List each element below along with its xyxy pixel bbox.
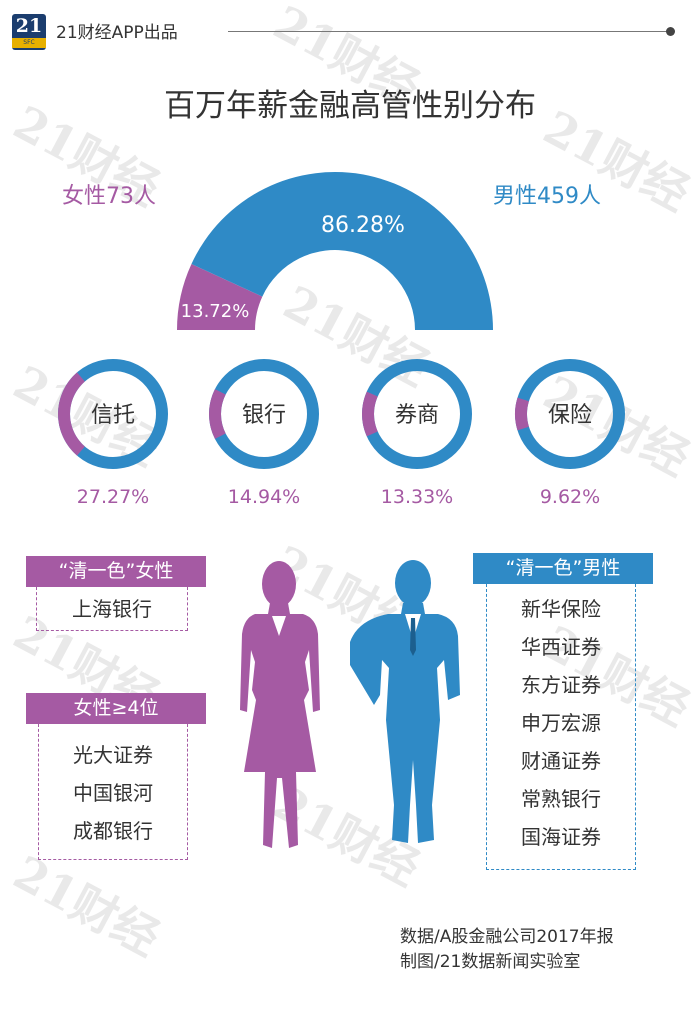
source-data: 数据/A股金融公司2017年报 (400, 927, 614, 947)
all-male-title: “清一色”男性 (473, 553, 653, 584)
list-item: 财通证券 (521, 749, 601, 773)
header-divider-dot (666, 27, 675, 36)
logo-number: 21 (15, 15, 43, 37)
source-credit: 制图/21数据新闻实验室 (400, 952, 581, 972)
female-ge4-list: 光大证券 中国银河 成都银行 (38, 724, 188, 860)
source-note: 数据/A股金融公司2017年报 制图/21数据新闻实验室 (400, 925, 614, 975)
half-donut-female-slice (177, 263, 263, 330)
list-item: 常熟银行 (521, 787, 601, 811)
list-item: 东方证券 (521, 673, 601, 697)
header-divider (228, 31, 670, 32)
list-item: 新华保险 (521, 597, 601, 621)
list-item: 华西证券 (521, 635, 601, 659)
logo: 21 SFC (12, 14, 46, 50)
female-ge4-title: 女性≥4位 (26, 693, 206, 724)
donut-category-label: 券商 (395, 403, 439, 428)
donut-female-slice (361, 391, 378, 437)
list-item: 光大证券 (73, 743, 153, 767)
all-female-title: “清一色”女性 (26, 556, 206, 587)
donut-value-label: 27.27% (76, 486, 150, 508)
donut-value-label: 13.33% (380, 486, 454, 508)
all-female-list: 上海银行 (36, 587, 188, 631)
brand-text: 21财经APP出品 (56, 23, 178, 43)
half-donut-male-label: 86.28% (321, 213, 405, 238)
all-male-list: 新华保险 华西证券 东方证券 申万宏源 财通证券 常熟银行 国海证券 (486, 584, 636, 870)
donut-value-label: 14.94% (227, 486, 301, 508)
legend-male: 男性459人 (493, 184, 601, 209)
list-item: 成都银行 (73, 819, 153, 843)
donut-female-slice (58, 372, 85, 456)
half-donut-female-label: 13.72% (181, 301, 250, 322)
list-item: 上海银行 (72, 597, 152, 621)
donut-category-label: 保险 (548, 403, 592, 428)
donut-value-label: 9.62% (539, 486, 601, 508)
list-item: 申万宏源 (521, 711, 601, 735)
chart-title: 百万年薪金融高管性别分布 (164, 88, 536, 124)
half-donut-male-slice (191, 171, 493, 330)
donut-female-slice (209, 389, 226, 439)
list-item: 国海证券 (521, 825, 601, 849)
list-item: 中国银河 (73, 781, 153, 805)
donut-category-label: 银行 (242, 403, 286, 428)
donut-female-slice (515, 397, 529, 431)
legend-female: 女性73人 (62, 184, 156, 209)
donut-category-label: 信托 (91, 403, 135, 428)
logo-sub: SFC (12, 38, 46, 48)
